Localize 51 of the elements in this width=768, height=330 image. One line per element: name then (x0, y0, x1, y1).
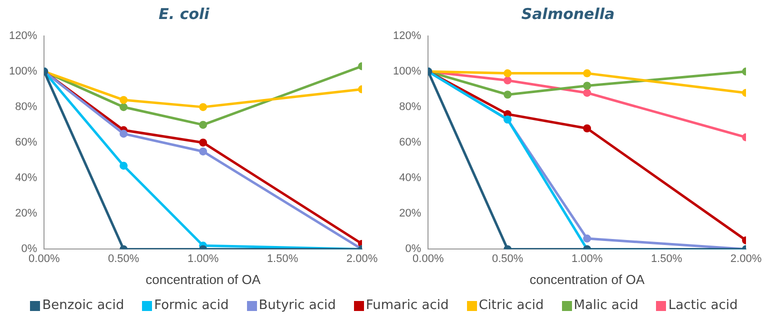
y-tick-label: 100% (392, 66, 422, 78)
y-tick-label: 120% (8, 30, 38, 42)
x-tick-label: 0.00% (412, 252, 444, 265)
point (504, 69, 512, 78)
y-tick-label: 80% (399, 101, 422, 114)
point (199, 147, 208, 156)
legend-label: Benzoic acid (42, 298, 124, 313)
point (120, 103, 128, 112)
x-tick-label: 1.00% (571, 252, 603, 265)
point (583, 88, 592, 97)
y-tick-label: 20% (15, 208, 38, 220)
legend-label: Malic acid (574, 298, 638, 313)
point (583, 69, 592, 78)
y-tick-label: 0% (21, 243, 38, 256)
point (504, 90, 512, 99)
legend-label: Formic acid (154, 298, 229, 313)
y-tick-label: 20% (399, 208, 422, 220)
x-tick-label: 1.50% (266, 252, 298, 265)
x-tick-label: 0.00% (28, 252, 60, 265)
point (583, 124, 592, 132)
y-tick-label: 100% (8, 66, 38, 78)
x-axis-title: concentration of OA (530, 272, 645, 287)
y-tick-label: 0% (405, 243, 422, 256)
point (199, 103, 208, 112)
point (583, 82, 592, 90)
chart-title: E. coli (158, 4, 210, 23)
point (583, 234, 592, 243)
x-tick-label: 1.00% (187, 252, 219, 265)
point (120, 130, 128, 138)
x-tick-label: 0.50% (492, 252, 524, 265)
y-tick-label: 40% (15, 172, 38, 184)
y-tick-label: 40% (399, 172, 422, 184)
legend-label: Citric acid (478, 298, 544, 313)
point (120, 96, 128, 104)
x-tick-label: 0.50% (108, 252, 140, 265)
y-tick-label: 120% (392, 30, 422, 42)
point (504, 76, 512, 84)
legend-label: Lactic acid (668, 298, 738, 313)
legend-label: Butyric acid (258, 298, 336, 313)
legend-label: Fumaric acid (366, 298, 449, 313)
y-tick-label: 60% (15, 136, 38, 149)
point (199, 138, 208, 147)
x-tick-label: 2.00% (730, 252, 762, 265)
y-tick-label: 80% (15, 101, 38, 114)
x-axis-title: concentration of OA (146, 272, 261, 287)
chart-title: Salmonella (521, 4, 615, 23)
y-tick-label: 60% (399, 136, 422, 149)
point (120, 162, 128, 170)
x-tick-label: 1.50% (650, 252, 682, 265)
point (199, 120, 208, 129)
x-tick-label: 2.00% (346, 252, 378, 265)
